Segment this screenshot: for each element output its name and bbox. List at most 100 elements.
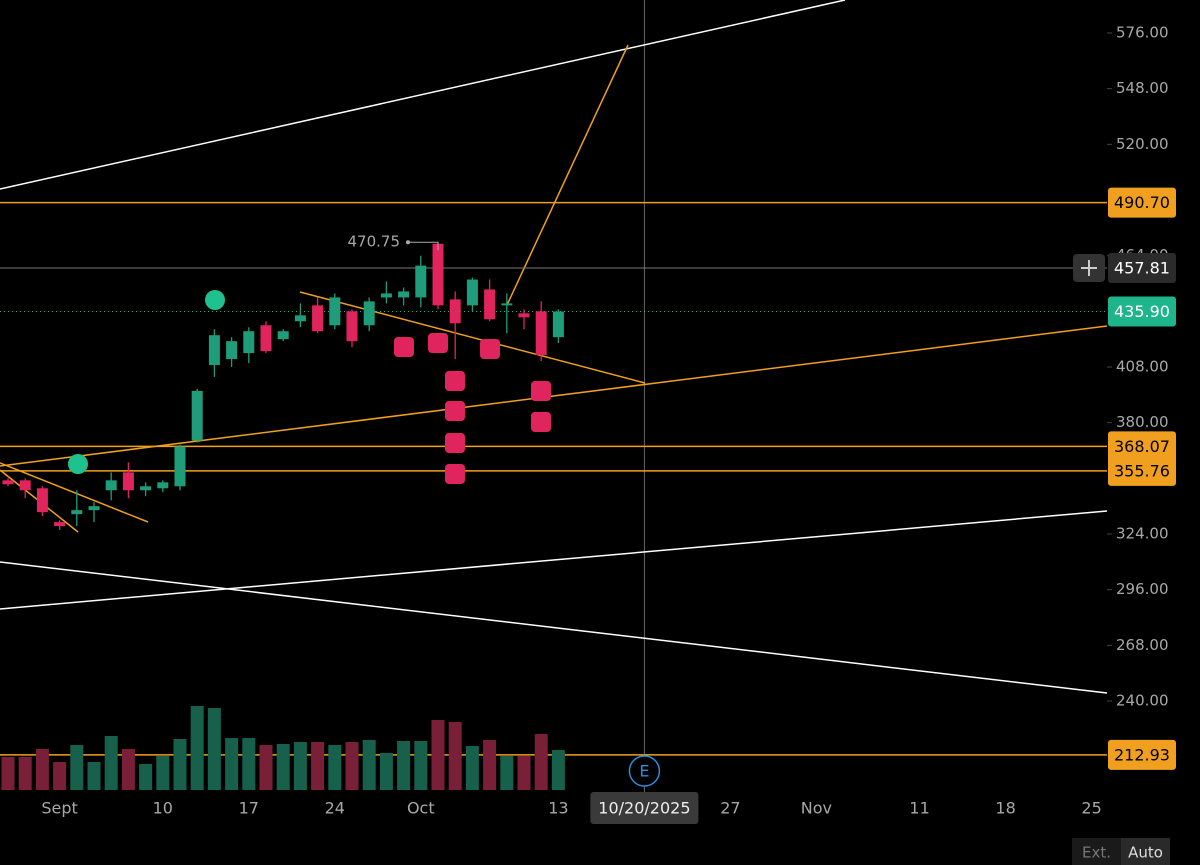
candle-body [54,522,66,527]
volume-bar [70,745,84,790]
volume-bar [156,756,170,790]
volume-bar [483,740,497,790]
y-tick-label: 380.00 [1116,413,1169,431]
x-tick-label: 10 [153,799,173,818]
volume-bar [517,756,531,790]
y-tick-label: 240.00 [1116,692,1169,710]
x-tick-label: Nov [801,799,832,818]
candle-body [243,331,255,354]
toggle-button-label[interactable]: Ext. [1082,844,1111,862]
trendline [0,510,1108,610]
x-tick-label: Sept [41,799,77,818]
crosshair-date-box [590,792,699,824]
candle-body [88,506,100,511]
x-tick-label: 27 [720,799,740,818]
price-level-label: 457.81 [1114,258,1170,277]
crosshair-date-label: 10/20/2025 [598,799,690,818]
candle-body [518,313,530,318]
candle-body [140,486,152,491]
y-tick-label: 296.00 [1116,580,1169,598]
volume-bar [18,757,32,790]
candle-body [208,335,220,366]
volume-bar [534,734,548,790]
x-tick-label: 17 [239,799,259,818]
signal-square [394,337,414,357]
volume-bar [276,744,290,790]
signal-dot [205,290,225,310]
signal-square [445,401,465,421]
toggle-button[interactable] [1072,838,1121,865]
trendline [0,462,149,523]
candle-body [363,301,375,326]
candle-body [226,341,238,360]
volume-bar [190,706,204,790]
price-level-box [1108,252,1176,283]
volume-bar [104,736,118,790]
candle-body [552,311,564,338]
candle-body [466,279,478,306]
signal-dot [68,454,88,474]
volume-bar [448,722,462,790]
price-level-box [1108,296,1176,327]
signals [68,290,551,484]
signal-square [445,371,465,391]
candle-body [484,289,496,320]
x-tick-label: 18 [995,799,1015,818]
price-level-box [1108,739,1176,770]
signal-square [531,412,551,432]
candle-body [19,480,31,491]
high-marker-line [408,241,439,251]
candle-body [260,325,272,352]
price-level-label: 368.07 [1114,437,1170,456]
toggle-button[interactable] [1121,838,1170,865]
volume-bar [465,746,479,790]
volume-bar [207,708,221,790]
candle-body [174,446,186,487]
volume-bar [173,739,187,790]
y-tick-label: 268.00 [1116,636,1169,654]
volume-bar [431,720,445,790]
volume-bar [35,749,49,790]
earnings-event-label[interactable]: E [639,762,649,781]
toggle-button-label[interactable]: Auto [1128,844,1163,862]
signal-square [531,381,551,401]
volume-bar [379,753,393,790]
plus-icon[interactable] [1081,260,1097,276]
price-level-label: 212.93 [1114,745,1170,764]
volume-bar [53,762,67,790]
x-tick-label: 11 [909,799,929,818]
y-tick-label: 548.00 [1116,79,1169,97]
trendline [506,44,629,306]
volume-bar [1,757,15,790]
candle-body [380,293,392,298]
volume-bar [500,756,514,790]
volume-bar [139,764,153,790]
trendline [0,325,1108,467]
candle-body [432,243,444,306]
price-level-box [1108,455,1176,486]
signal-square [445,433,465,453]
x-tick-label: 13 [548,799,568,818]
earnings-event[interactable] [628,755,661,787]
candle-body [157,482,169,489]
volume-bar [345,742,359,790]
candle-body [329,297,341,326]
candle-body [2,480,14,485]
candle-body [71,510,83,515]
volume-bar [242,738,256,790]
candle-body [346,311,358,342]
candle-body [415,265,427,298]
signal-square [445,464,465,484]
add-button[interactable] [1073,254,1105,282]
candle-body [501,303,513,306]
x-tick-label: 24 [325,799,345,818]
trendline [0,561,1108,694]
price-level-box [1108,431,1176,462]
candle-body [105,480,117,491]
volume-bar [397,741,411,790]
volume-bar [259,745,273,790]
trendline [0,0,846,190]
candle-body [294,315,306,322]
